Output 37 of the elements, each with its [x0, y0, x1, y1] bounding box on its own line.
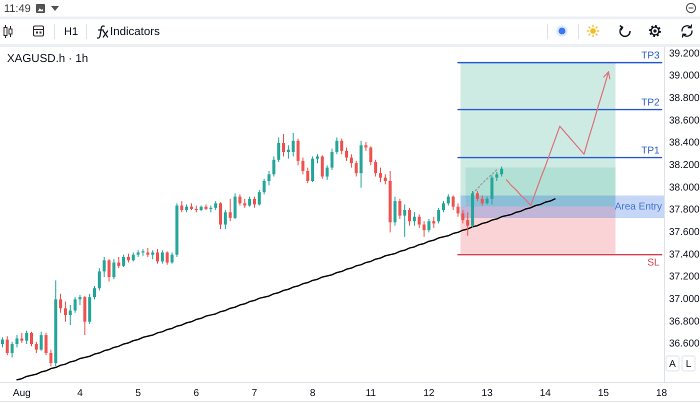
series-label: TP2 [641, 98, 660, 109]
x-tick-label: 6 [194, 388, 200, 399]
y-tick-label: 38.800 [669, 93, 700, 104]
text: XAGUSD.h · 1h [7, 53, 88, 65]
y-tick-label: 38.000 [669, 182, 700, 194]
x-tick-label: 11 [366, 388, 376, 399]
x-tick-label: 4 [77, 388, 84, 399]
y-tick-label: 39.200 [669, 48, 700, 60]
y-tick-label: 37.600 [669, 227, 700, 238]
text: H1 [64, 26, 78, 38]
y-tick-label: 37.400 [669, 249, 700, 260]
y-tick-label: 39.000 [669, 70, 700, 82]
x-tick-label: 7 [252, 388, 258, 399]
y-tick-label: 37.000 [669, 294, 700, 306]
series-label: TP1 [641, 146, 660, 157]
y-tick-label: 36.800 [669, 316, 700, 328]
series-label: TP3 [641, 50, 660, 62]
x-tick-label: 12 [423, 388, 435, 399]
x-tick-label: 8 [310, 388, 316, 399]
y-tick-label: 38.400 [669, 138, 700, 149]
x-tick-label: 14 [540, 388, 552, 399]
x-tick-label: 15 [598, 388, 610, 399]
text: L [686, 359, 692, 370]
x-tick-label: 5 [135, 388, 142, 399]
y-tick-label: 37.800 [669, 204, 700, 216]
series-label: SL [647, 258, 660, 269]
text: A [669, 359, 676, 370]
y-tick-label: 36.600 [669, 338, 700, 350]
text: Indicators [110, 26, 160, 38]
text: 11:49 [4, 3, 31, 15]
y-tick-label: 37.200 [669, 272, 700, 283]
series-label: Area Entry [614, 201, 662, 212]
y-tick-label: 38.200 [669, 160, 700, 172]
x-tick-label: 18 [656, 388, 668, 399]
y-tick-label: 38.600 [669, 115, 700, 126]
x-tick-label: Aug [12, 388, 31, 399]
x-tick-label: 13 [482, 388, 494, 399]
